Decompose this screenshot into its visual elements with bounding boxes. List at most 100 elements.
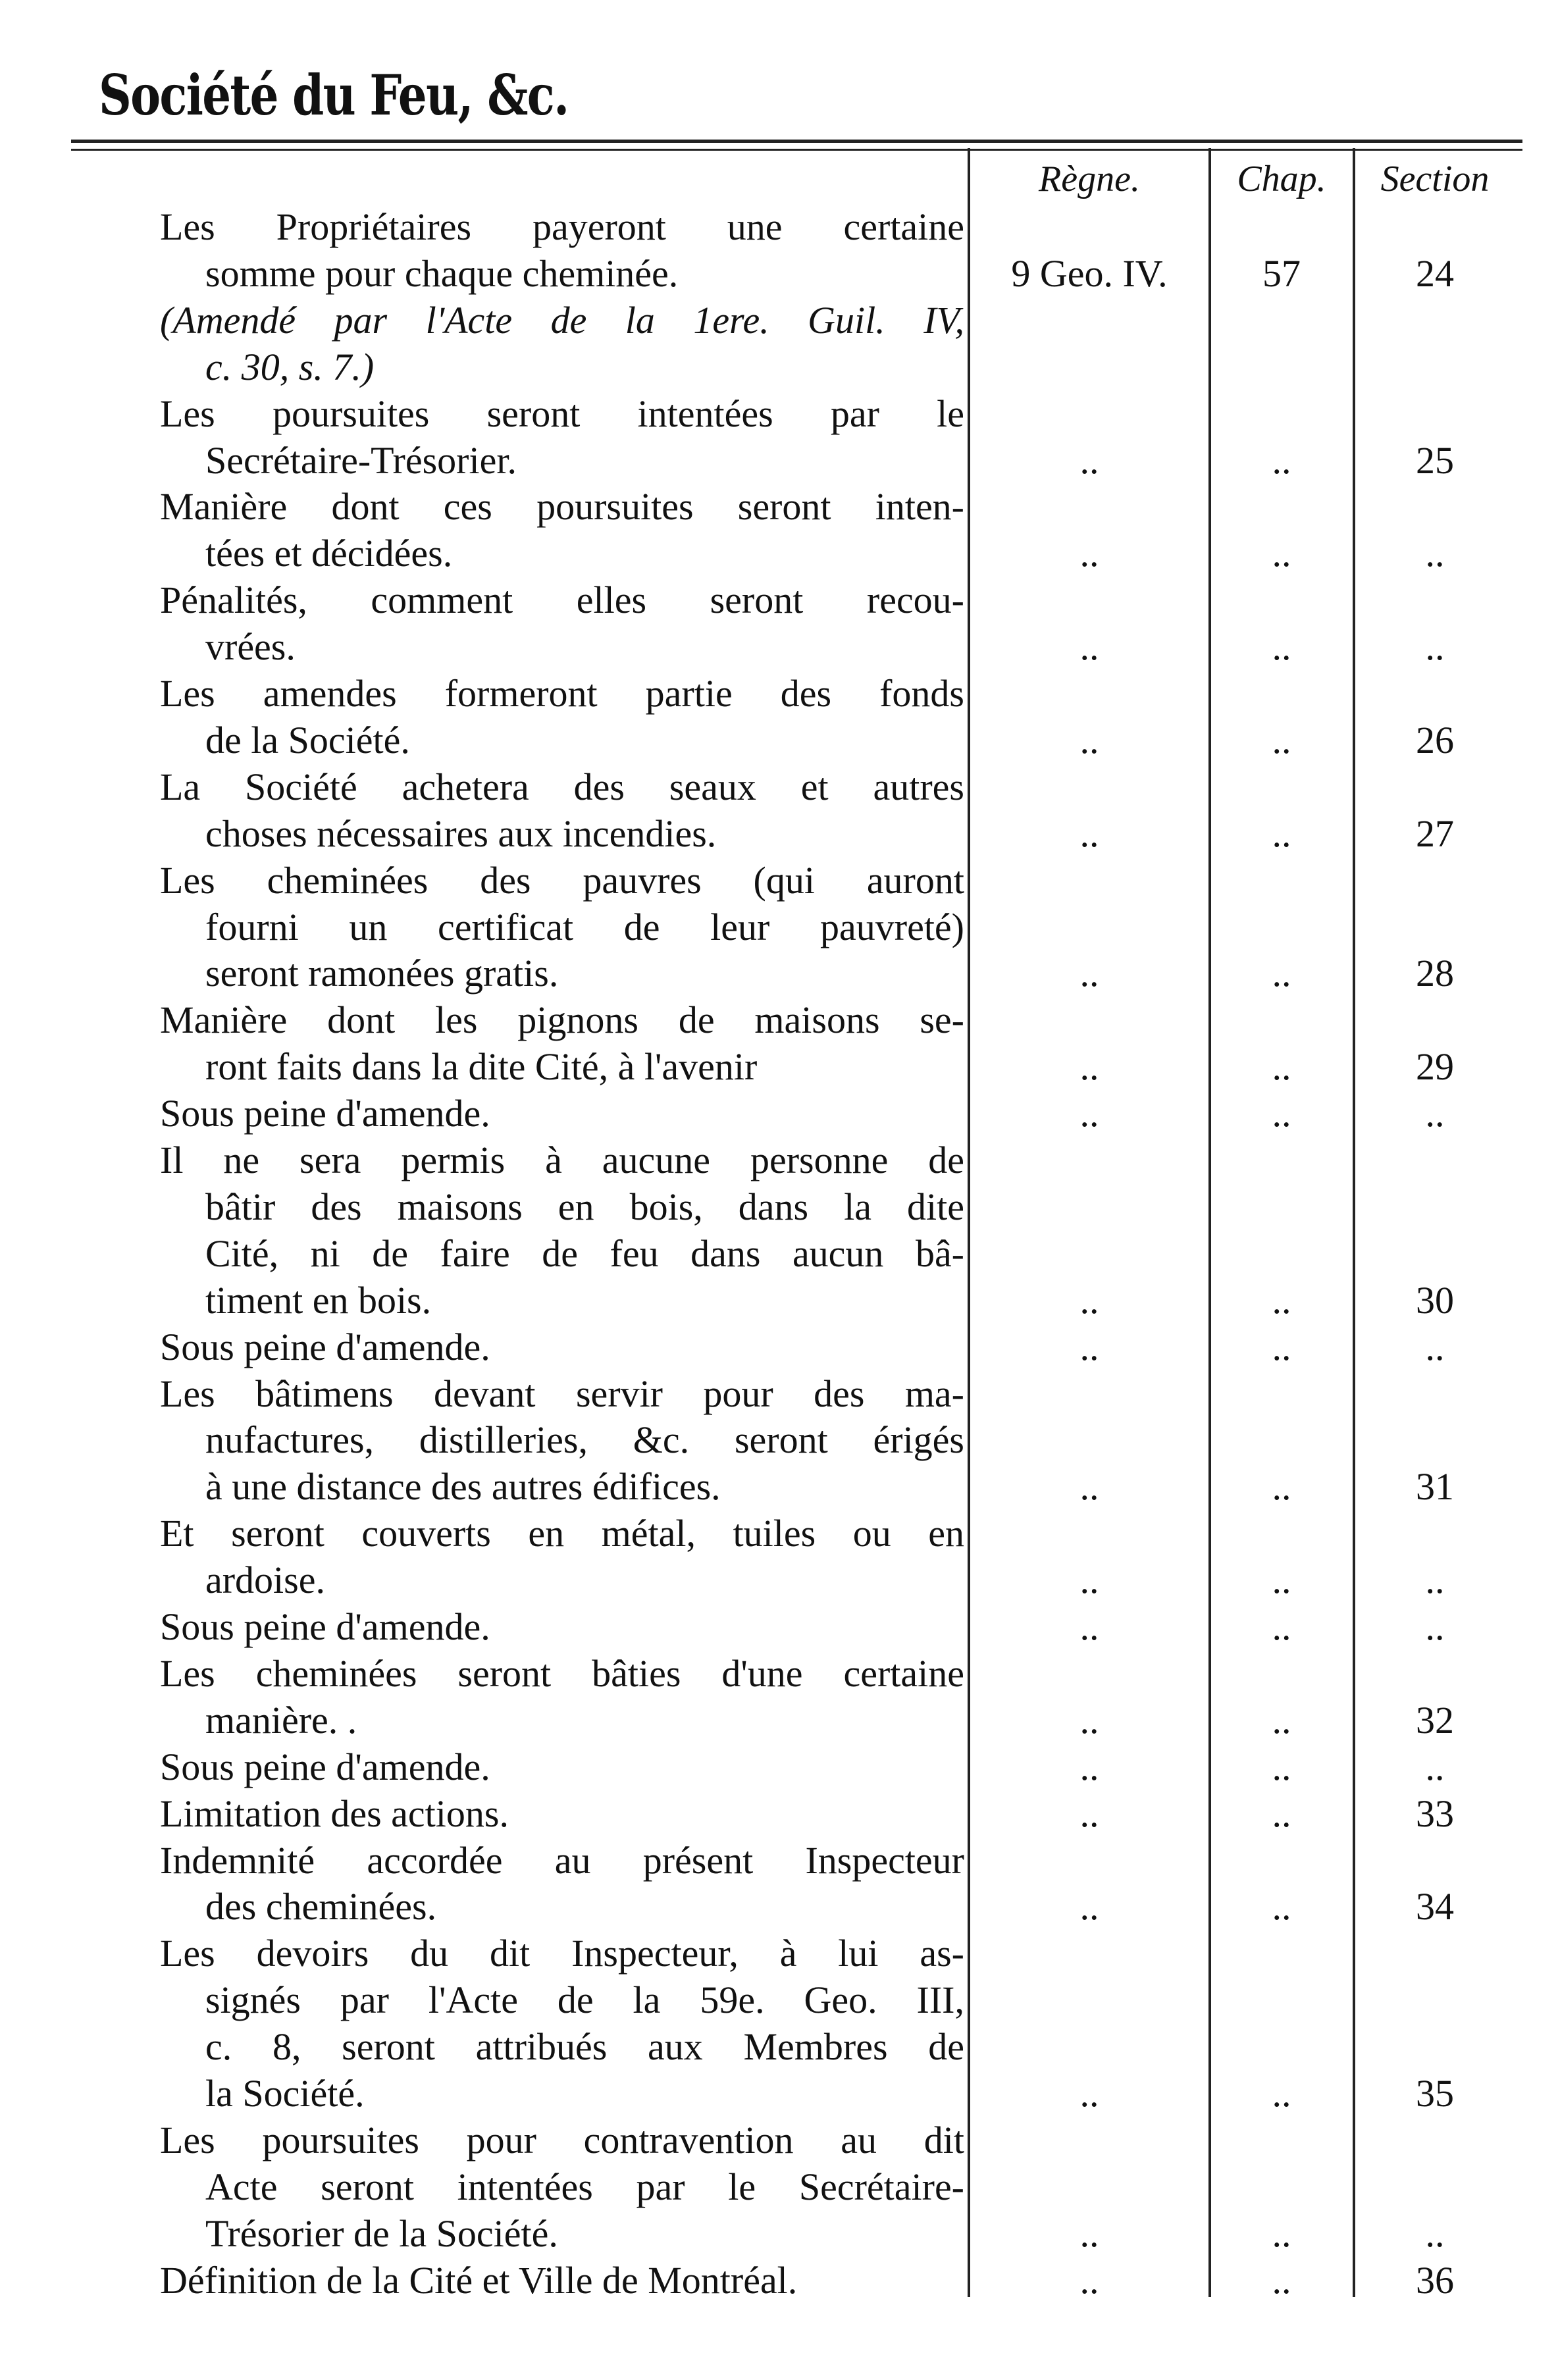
regne-value: ..: [1079, 1885, 1099, 1928]
page-title: Société du Feu, &c.: [99, 63, 569, 128]
chap-value: ..: [1272, 1885, 1291, 1928]
chap-value: ..: [1272, 812, 1291, 855]
section-value: ..: [1425, 1092, 1445, 1135]
section-value: ..: [1425, 1745, 1445, 1788]
entry-line: Acte seront intentées par le Secrétaire-: [205, 2165, 964, 2208]
section-value: 24: [1416, 251, 1454, 295]
entry-line: la Société.: [205, 2072, 365, 2115]
section-value: ..: [1425, 1605, 1445, 1648]
entry-line: Limitation des actions.: [160, 1792, 509, 1835]
chap-value: ..: [1272, 438, 1291, 482]
section-value: 30: [1416, 1278, 1454, 1322]
chap-value: ..: [1272, 532, 1291, 575]
entry-line: Les poursuites pour contravention au dit: [160, 2118, 964, 2161]
chap-value: ..: [1272, 1792, 1291, 1835]
chap-value: ..: [1272, 1745, 1291, 1788]
entry-line: c. 8, seront attribués aux Membres de: [205, 2025, 964, 2069]
entry-line: Pénalités, comment elles seront recou-: [160, 579, 964, 622]
regne-value: ..: [1079, 1465, 1099, 1509]
section-value: 27: [1416, 812, 1454, 855]
entry-line: Sous peine d'amende.: [160, 1092, 490, 1135]
section-value: ..: [1425, 1559, 1445, 1602]
section-value: 29: [1416, 1045, 1454, 1089]
section-value: 32: [1416, 1698, 1454, 1742]
chap-value: ..: [1272, 2212, 1291, 2255]
regne-value: ..: [1079, 1605, 1099, 1648]
entry-line: Il ne sera permis à aucune personne de: [160, 1139, 964, 1181]
chap-value: ..: [1272, 952, 1291, 995]
entry-line: fourni un certificat de leur pauvreté): [205, 905, 964, 948]
chap-value: ..: [1272, 1559, 1291, 1602]
entry-line: Les poursuites seront intentées par le: [160, 392, 964, 435]
entry-line: nufactures, distilleries, &c. seront éri…: [205, 1418, 964, 1462]
chap-value: ..: [1272, 2072, 1291, 2115]
section-value: ..: [1425, 625, 1445, 669]
entry-line: à une distance des autres édifices.: [205, 1465, 721, 1509]
entry-line: bâtir des maisons en bois, dans la dite: [205, 1185, 964, 1228]
chap-value: ..: [1272, 625, 1291, 669]
column-divider-regne: [968, 148, 970, 2297]
entry-line: c. 30, s. 7.): [205, 345, 375, 388]
regne-value: ..: [1079, 812, 1099, 855]
chap-value: ..: [1272, 1278, 1291, 1322]
column-divider-chap: [1208, 148, 1211, 2297]
section-value: 26: [1416, 718, 1454, 762]
regne-value: ..: [1079, 2212, 1099, 2255]
section-value: 31: [1416, 1465, 1454, 1509]
entry-line: seront ramonées gratis.: [205, 952, 559, 995]
double-rule-bottom: [71, 149, 1522, 151]
entry-line: Manière dont ces poursuites seront inten…: [160, 485, 964, 529]
column-header-chap: Chap.: [1237, 159, 1326, 199]
entry-line: Trésorier de la Société.: [205, 2212, 558, 2255]
entry-line: Les cheminées des pauvres (qui auront: [160, 858, 964, 902]
regne-value: 9 Geo. IV.: [1011, 251, 1168, 295]
regne-value: ..: [1079, 718, 1099, 762]
entry-line: Les cheminées seront bâties d'une certai…: [160, 1651, 964, 1695]
chap-value: ..: [1272, 1092, 1291, 1135]
entry-line: tées et décidées.: [205, 532, 453, 575]
entry-line: Sous peine d'amende.: [160, 1605, 490, 1648]
regne-value: ..: [1079, 2072, 1099, 2115]
section-value: 33: [1416, 1792, 1454, 1835]
section-value: 28: [1416, 952, 1454, 995]
chap-value: ..: [1272, 718, 1291, 762]
regne-value: ..: [1079, 1792, 1099, 1835]
column-divider-section: [1353, 148, 1355, 2297]
entry-line: Sous peine d'amende.: [160, 1325, 490, 1368]
entry-line: manière. .: [205, 1698, 357, 1742]
chap-value: ..: [1272, 1045, 1291, 1089]
chap-value: ..: [1272, 1605, 1291, 1648]
entry-line: Les amendes formeront partie des fonds: [160, 672, 964, 715]
regne-value: ..: [1079, 1278, 1099, 1322]
double-rule-top: [71, 140, 1522, 143]
regne-value: ..: [1079, 1698, 1099, 1742]
regne-value: ..: [1079, 438, 1099, 482]
section-value: 35: [1416, 2072, 1454, 2115]
entry-line: timent en bois.: [205, 1278, 432, 1322]
entry-line: (Amendé par l'Acte de la 1ere. Guil. IV,: [160, 298, 964, 342]
regne-value: ..: [1079, 1092, 1099, 1135]
entry-line: ardoise.: [205, 1559, 325, 1602]
regne-value: ..: [1079, 1325, 1099, 1368]
entry-line: Manière dont les pignons de maisons se-: [160, 998, 964, 1042]
entry-line: Et seront couverts en métal, tuiles ou e…: [160, 1512, 964, 1555]
regne-value: ..: [1079, 952, 1099, 995]
chap-value: ..: [1272, 1698, 1291, 1742]
chap-value: ..: [1272, 1325, 1291, 1368]
column-header-regne: Règne.: [1039, 159, 1140, 199]
entry-line: somme pour chaque cheminée.: [205, 251, 679, 295]
chap-value: ..: [1272, 1465, 1291, 1509]
entry-line: Secrétaire-Trésorier.: [205, 438, 517, 482]
section-value: 25: [1416, 438, 1454, 482]
entry-line: signés par l'Acte de la 59e. Geo. III,: [205, 1979, 964, 2022]
entry-line: Les Propriétaires payeront une certaine: [160, 205, 964, 248]
entry-line: Indemnité accordée au présent Inspecteur: [160, 1838, 964, 1882]
entry-line: Les devoirs du dit Inspecteur, à lui as-: [160, 1932, 964, 1975]
entry-line: Sous peine d'amende.: [160, 1745, 490, 1788]
entry-line: choses nécessaires aux incendies.: [205, 812, 717, 855]
section-value: 34: [1416, 1885, 1454, 1928]
entry-line: Les bâtimens devant servir pour des ma-: [160, 1372, 964, 1415]
regne-value: ..: [1079, 1045, 1099, 1089]
regne-value: ..: [1079, 2258, 1099, 2302]
entry-line: vrées.: [205, 625, 296, 669]
